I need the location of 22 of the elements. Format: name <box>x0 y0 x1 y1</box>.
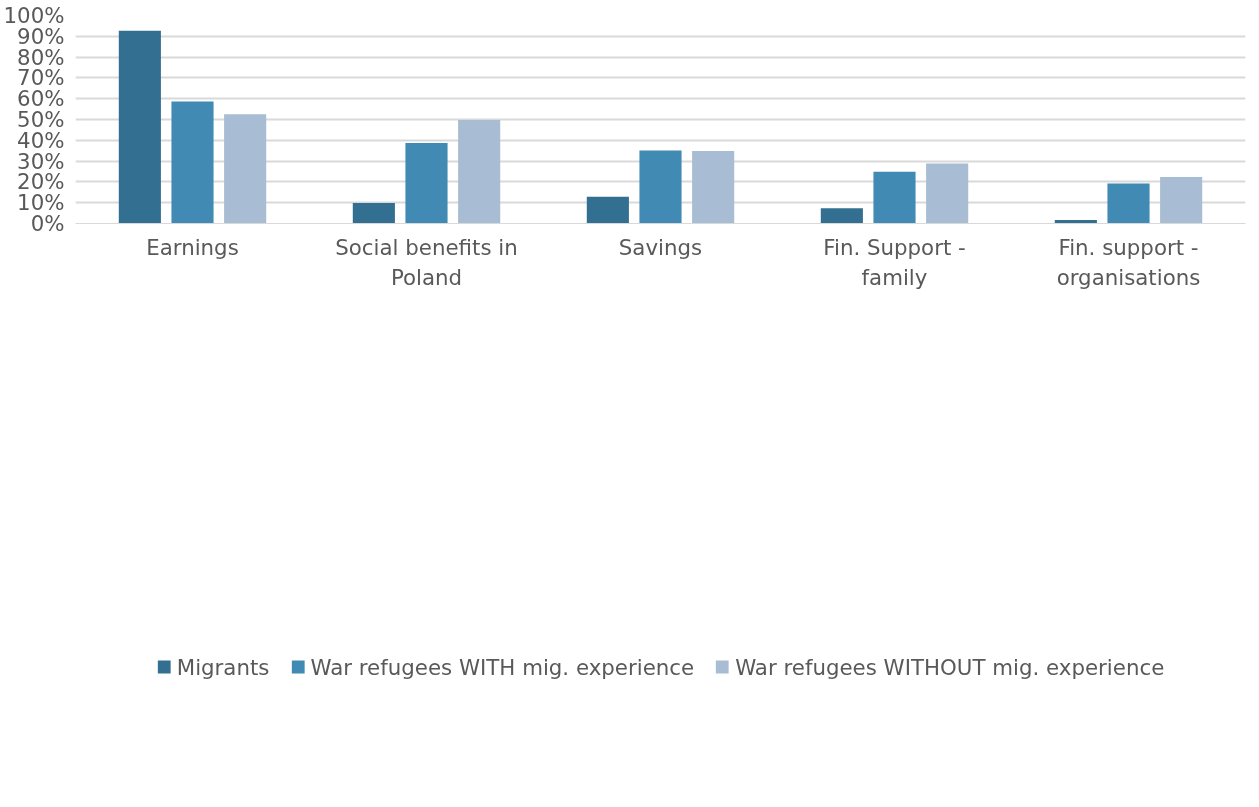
bar <box>118 30 161 224</box>
bar <box>926 163 969 224</box>
x-tick-label: Savings <box>618 234 703 260</box>
x-tick-label: Earnings <box>146 234 239 260</box>
legend-label: Migrants <box>176 654 270 680</box>
bar <box>1107 183 1150 224</box>
bar <box>458 120 501 224</box>
x-tick-label: Social benefits in Poland <box>335 234 518 290</box>
legend-label: War refugees WITH mig. experience <box>310 654 695 680</box>
x-tick-label: Fin. support - organisations <box>1056 234 1201 290</box>
bar <box>820 208 863 224</box>
bar <box>873 171 916 224</box>
bar <box>586 196 629 224</box>
bar <box>171 101 214 224</box>
legend-label: War refugees WITHOUT mig. experience <box>735 654 1165 680</box>
bar <box>352 203 395 224</box>
bar <box>692 150 735 224</box>
bar <box>224 114 267 224</box>
bar <box>1160 176 1203 224</box>
bar <box>639 150 682 224</box>
x-tick-label: Fin. Support - family <box>823 234 966 290</box>
bar <box>405 143 448 224</box>
